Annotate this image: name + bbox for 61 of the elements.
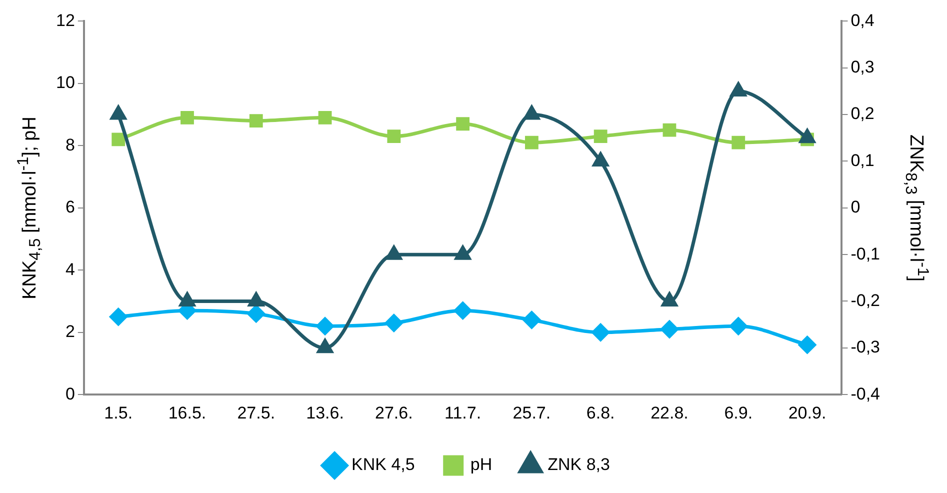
point	[110, 308, 128, 326]
x-tick-label: 6.8.	[586, 403, 615, 422]
point	[522, 311, 540, 329]
y2-tick-label: -0,4	[850, 384, 880, 404]
point	[112, 132, 126, 146]
point	[524, 106, 540, 120]
x-tick-label: 27.5.	[237, 403, 276, 422]
y2-tick-label: 0,1	[850, 150, 874, 170]
point	[454, 302, 472, 320]
point	[798, 336, 816, 354]
y-tick-label: 4	[65, 260, 75, 279]
y2-tick-label: 0,2	[850, 104, 874, 124]
point	[660, 320, 678, 338]
y-tick-label: 10	[56, 73, 75, 92]
y-tick-label: 0	[65, 384, 75, 404]
point	[730, 82, 746, 96]
point	[662, 292, 678, 306]
point	[592, 152, 608, 166]
x-tick-label: 20.9.	[788, 403, 826, 422]
y2-tick-label: -0,1	[850, 244, 880, 264]
x-tick-label: 13.6.	[306, 403, 344, 422]
point	[730, 317, 748, 335]
x-tick-label: 25.7.	[512, 403, 551, 422]
x-tick-label: 22.8.	[650, 403, 688, 422]
point	[662, 123, 676, 137]
point	[247, 304, 265, 322]
point	[180, 110, 194, 124]
x-tick-label: 11.7.	[444, 403, 482, 422]
y2-tick-label: 0	[850, 198, 860, 217]
y2-tick-label: -0,2	[850, 290, 880, 310]
point	[456, 117, 470, 131]
y-tick-label: 8	[65, 135, 75, 154]
point	[387, 130, 401, 144]
point	[454, 246, 471, 260]
y-tick-label: 2	[65, 322, 75, 342]
point	[316, 317, 334, 335]
y2-tick-label: 0,4	[850, 10, 874, 30]
point	[386, 246, 402, 260]
x-tick-label: 16.5.	[168, 403, 206, 422]
x-tick-label: 6.9.	[724, 403, 753, 422]
point	[732, 136, 746, 150]
legend-label: ZNK 8,3	[548, 455, 610, 474]
point	[110, 106, 126, 120]
point	[799, 129, 816, 144]
legend-label: KNK 4,5	[352, 455, 415, 474]
point	[318, 110, 332, 124]
point	[248, 292, 264, 306]
y-tick-label: 6	[65, 198, 75, 217]
legend-label: pH	[470, 455, 492, 474]
point	[249, 114, 263, 128]
point	[179, 292, 196, 306]
x-tick-label: 1.5.	[104, 403, 133, 422]
point	[317, 339, 333, 354]
point	[385, 314, 403, 332]
y2-tick-label: -0,3	[850, 338, 880, 357]
point	[592, 324, 610, 342]
point	[525, 136, 538, 150]
y-tick-label: 12	[56, 10, 75, 30]
point	[594, 130, 608, 144]
x-tick-label: 27.6.	[375, 403, 413, 422]
y2-tick-label: 0,3	[850, 58, 874, 77]
